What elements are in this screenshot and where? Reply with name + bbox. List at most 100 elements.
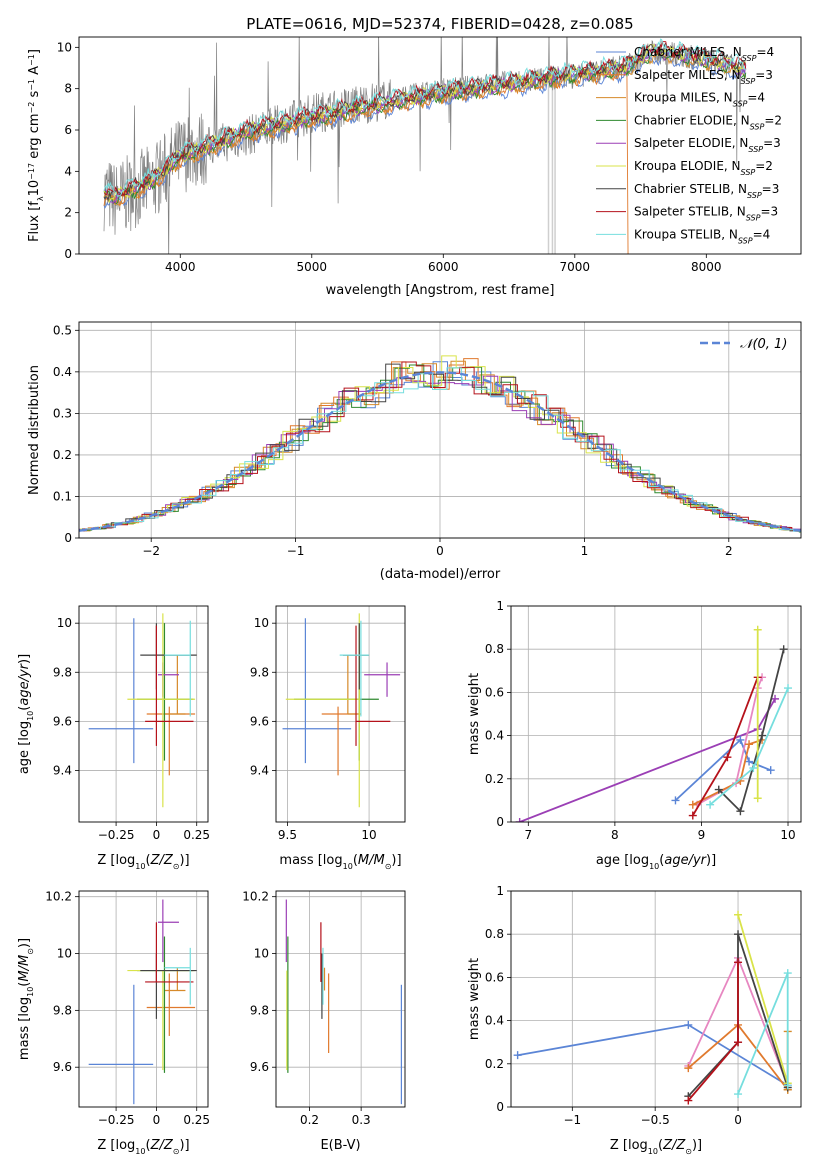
errorbar-salpeter-elodie	[158, 662, 179, 697]
chart-residuals: −2 −1 0 1 2 0 0.1 0.2 0.3 0.4 0.5 (data-model)/erro…	[27, 321, 802, 582]
label-part: Z/Z	[150, 853, 174, 868]
x-axis-label: E(B-V)	[320, 1138, 360, 1153]
label-part: =3	[763, 136, 781, 150]
series-marker	[734, 1038, 743, 1047]
series-marker	[749, 764, 758, 772]
y-tick-label: 9.6	[53, 1060, 72, 1074]
label-part: Flux [f	[27, 201, 42, 242]
x-tick-label: −0.25	[98, 828, 135, 842]
y-axis-label: mass [log10(M/M⊙)]	[17, 938, 35, 1060]
gaussian-curve	[79, 371, 801, 532]
errorbar-kroupa-miles	[164, 655, 186, 715]
x-tick-label: 9	[698, 828, 706, 842]
label-part: Chabrier STELIB, N	[634, 182, 747, 196]
label-part: )]	[179, 1138, 189, 1153]
errorbar-salpeter-elodie	[364, 662, 401, 697]
series-salpeter-elodie	[515, 694, 780, 822]
x-tick-label: 0.25	[183, 828, 210, 842]
x-tick-label: −1	[287, 544, 305, 558]
label-part: SSP	[742, 54, 757, 63]
series-marker	[706, 800, 715, 809]
label-part: Kroupa ELODIE, N	[634, 159, 741, 173]
errorbar-chabrier-elodie	[137, 623, 194, 761]
y-tick-label: 0	[496, 815, 504, 829]
y-tick-label: 0.6	[485, 970, 504, 984]
y-tick-label: 9.4	[53, 763, 72, 777]
series-marker	[766, 766, 775, 775]
mass_vs_Z-plot-area	[88, 899, 197, 1105]
series-kroupa-elodie	[753, 625, 762, 803]
series-marker	[513, 1051, 522, 1060]
series-marker	[783, 1081, 792, 1090]
label-part: −1	[27, 54, 36, 66]
label-part: Chabrier ELODIE, N	[634, 113, 750, 127]
label-part: 10	[343, 862, 353, 871]
series-marker	[758, 731, 767, 740]
errorbar-salpeter-miles	[146, 706, 196, 776]
series-line	[519, 698, 776, 822]
series-marker	[745, 740, 754, 749]
series-kroupa-elodie	[734, 910, 792, 1088]
x-tick-label: −2	[142, 544, 160, 558]
label-part: SSP	[741, 76, 756, 85]
x-tick-label: 5000	[297, 260, 328, 274]
series-marker	[736, 807, 745, 816]
label-part: age [log	[17, 721, 32, 774]
y-tick-label: 10	[57, 947, 72, 961]
label-part: 10	[26, 987, 35, 997]
label-part: age [log	[596, 853, 649, 868]
legend-entry: Chabrier ELODIE, NSSP=2	[634, 113, 782, 130]
label-part: =2	[764, 113, 782, 127]
y-tick-label: 9.8	[53, 665, 72, 679]
y-tick-label: 0	[496, 1100, 504, 1114]
y-tick-label: 0	[64, 531, 72, 545]
label-part: )]	[692, 1138, 702, 1153]
label-part: Salpeter ELODIE, N	[634, 136, 748, 150]
label-part: (	[658, 1138, 663, 1153]
errorbar-salpeter-stelib	[145, 922, 194, 983]
label-part: mass [log	[17, 997, 32, 1060]
label-part: SSP	[741, 168, 756, 177]
y-tick-label: 1	[496, 599, 504, 613]
series-line	[718, 648, 785, 813]
model-spectrum-chabrier-stelib	[103, 42, 747, 202]
label-part: 10	[649, 862, 659, 871]
y-tick-label: 0.4	[485, 1014, 504, 1028]
y-tick-label: 0.8	[485, 642, 504, 656]
x-tick-label: 4000	[165, 260, 196, 274]
label-part: SSP	[733, 99, 748, 108]
x-axis-label: Z [log10(Z/Z⊙)]	[610, 1138, 702, 1156]
figure-title: PLATE=0616, MJD=52374, FIBERID=0428, z=0…	[246, 15, 633, 33]
series-marker	[684, 1020, 693, 1029]
series-marker	[771, 694, 780, 703]
y-tick-label: 10.2	[242, 890, 269, 904]
y-tick-label: 0	[64, 247, 72, 261]
label-part: (	[17, 982, 32, 987]
label-part: Kroupa STELIB, N	[634, 227, 738, 241]
legend: 𝒩(0, 1)	[700, 337, 787, 352]
label-part: λ	[36, 196, 45, 201]
y-axis-label: age [log10(age/yr)]	[17, 654, 35, 774]
y-tick-label: 2	[64, 206, 72, 220]
series-marker	[753, 794, 762, 803]
label-part: age/yr	[664, 853, 707, 868]
series-line	[737, 914, 789, 1084]
label-part: ⊙	[173, 862, 180, 871]
x-tick-label: 0.25	[183, 1113, 210, 1127]
y-tick-label: 0.2	[53, 448, 72, 462]
y-tick-label: 9.6	[250, 714, 269, 728]
errorbar-kroupa-stelib	[164, 947, 191, 1005]
y-tick-label: 0.4	[485, 729, 504, 743]
series-chabrier-stelib	[714, 645, 788, 816]
x-tick-label: 0.2	[300, 1113, 319, 1127]
label-part: ⊙	[26, 948, 35, 955]
x-tick-label: −1	[563, 1113, 581, 1127]
label-part: =2	[755, 159, 773, 173]
series-marker	[723, 753, 732, 762]
errorbar-kroupa-stelib	[164, 620, 191, 717]
series-marker	[515, 818, 524, 822]
series-marker	[784, 684, 793, 693]
series-marker	[736, 735, 745, 744]
